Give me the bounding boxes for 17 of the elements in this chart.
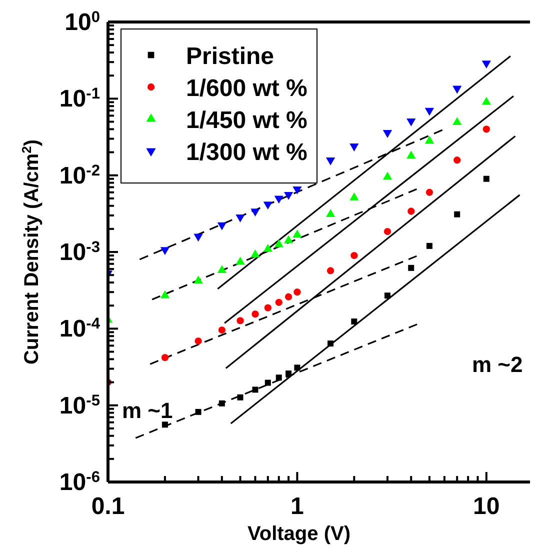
- y-tick-label: 10$^{-1}$: [59, 85, 100, 113]
- annotation: m ~2: [472, 352, 523, 377]
- x-tick-label: 10: [473, 493, 500, 520]
- y-tick-label: 10$^{0}$: [64, 8, 100, 36]
- legend-label: Pristine: [186, 43, 274, 70]
- x-tick-label: 0.1: [91, 493, 125, 520]
- x-axis-title: Voltage (V): [248, 523, 350, 545]
- annotation: m ~1: [122, 398, 173, 423]
- y-tick-label: 10$^{-4}$: [59, 315, 100, 343]
- y-tick-label: 10$^{-3}$: [59, 238, 100, 266]
- x-tick-label: 1: [290, 493, 304, 520]
- legend-label: 1/450 wt %: [186, 107, 308, 134]
- legend-label: 1/300 wt %: [186, 139, 308, 166]
- legend-label: 1/600 wt %: [186, 75, 308, 102]
- y-tick-label: 10$^{-6}$: [59, 468, 100, 496]
- y-tick-label: 10$^{-5}$: [59, 392, 100, 420]
- y-tick-label: 10$^{-2}$: [59, 162, 100, 190]
